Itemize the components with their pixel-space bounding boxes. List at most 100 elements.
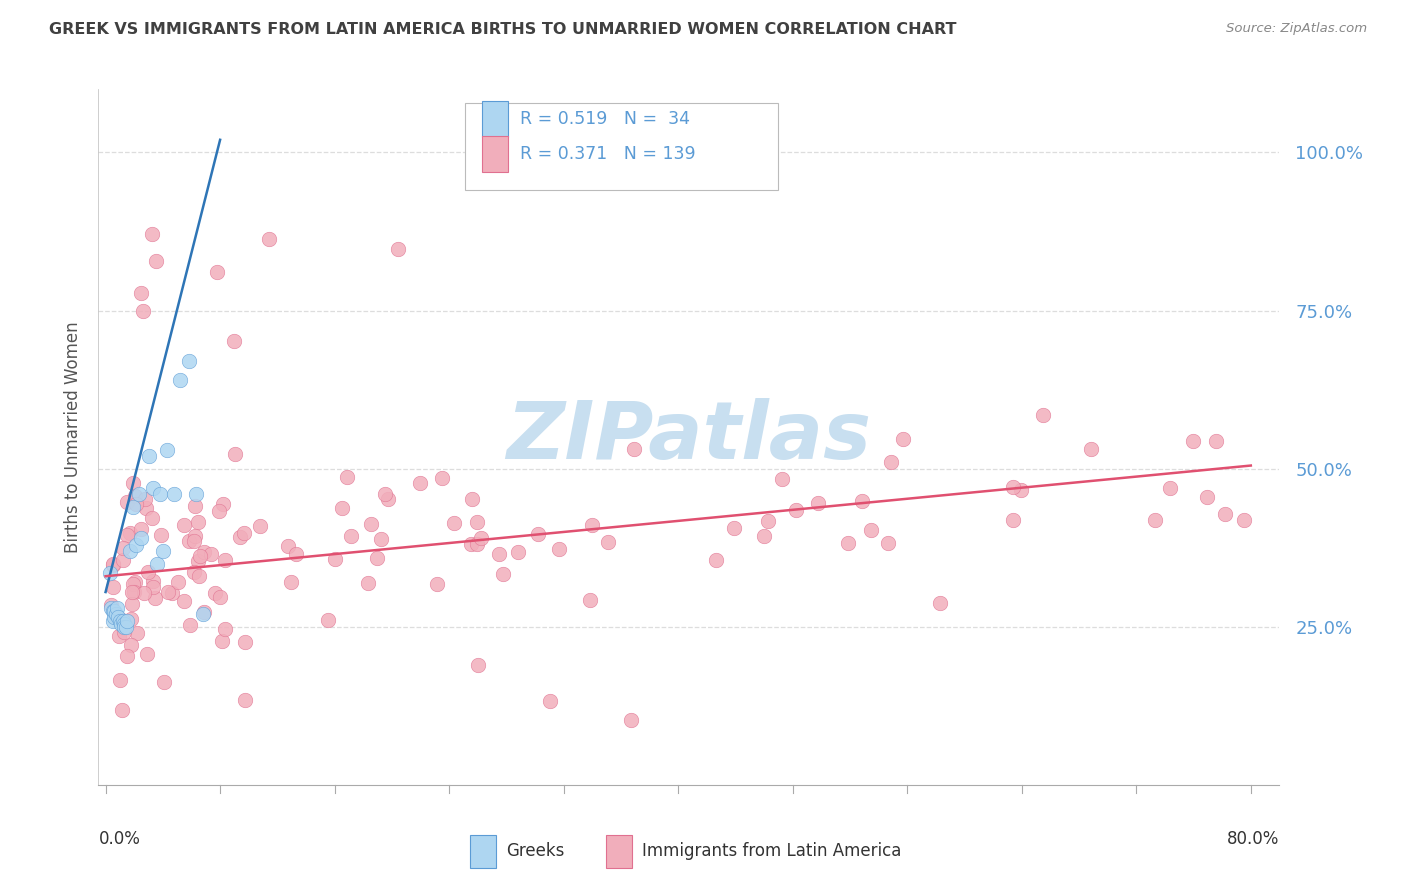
Point: [143, 591, 166, 606]
Point: [340, 529, 363, 543]
Point: [184, 528, 207, 542]
Point: [579, 593, 602, 607]
Point: [138, 449, 160, 463]
Point: [1195, 490, 1218, 504]
Point: [465, 537, 488, 551]
Point: [1233, 513, 1256, 527]
Point: [111, 703, 134, 717]
FancyBboxPatch shape: [471, 835, 496, 869]
Point: [807, 496, 830, 510]
Text: 0.0%: 0.0%: [98, 830, 141, 848]
Point: [229, 530, 252, 544]
Point: [280, 574, 302, 589]
Point: [173, 594, 195, 608]
Point: [467, 658, 489, 673]
Point: [111, 614, 134, 628]
Point: [752, 529, 775, 543]
Point: [121, 576, 143, 591]
Point: [704, 553, 727, 567]
Point: [204, 586, 226, 600]
Point: [141, 511, 163, 525]
Point: [211, 497, 233, 511]
Point: [112, 624, 135, 639]
Point: [336, 469, 359, 483]
Point: [187, 554, 209, 568]
Point: [146, 557, 169, 571]
FancyBboxPatch shape: [482, 101, 508, 137]
Point: [115, 649, 138, 664]
Point: [135, 501, 157, 516]
Point: [770, 472, 793, 486]
Point: [134, 491, 156, 506]
Point: [506, 545, 529, 559]
Point: [257, 232, 280, 246]
Point: [114, 620, 136, 634]
Point: [177, 533, 200, 548]
Point: [169, 373, 191, 387]
Point: [103, 610, 125, 624]
Point: [118, 525, 141, 540]
Point: [1010, 483, 1032, 498]
Point: [285, 547, 308, 561]
Point: [142, 580, 165, 594]
Point: [121, 476, 143, 491]
Point: [224, 447, 246, 461]
Point: [128, 487, 150, 501]
Point: [370, 532, 392, 546]
Point: [527, 526, 550, 541]
Point: [426, 576, 449, 591]
Point: [124, 489, 146, 503]
Point: [110, 616, 132, 631]
Point: [104, 607, 127, 622]
Point: [232, 525, 254, 540]
Text: R = 0.371   N = 139: R = 0.371 N = 139: [520, 145, 696, 163]
Point: [183, 565, 205, 579]
Point: [465, 515, 488, 529]
Point: [928, 596, 950, 610]
Point: [409, 475, 432, 490]
Point: [112, 620, 135, 634]
Point: [111, 541, 134, 555]
Point: [581, 518, 603, 533]
Point: [121, 500, 143, 514]
Point: [104, 609, 127, 624]
Point: [125, 497, 148, 511]
Point: [103, 604, 125, 618]
Point: [222, 334, 245, 348]
Point: [121, 597, 143, 611]
Point: [191, 607, 214, 622]
Point: [141, 227, 163, 242]
Point: [129, 286, 152, 301]
Point: [277, 539, 299, 553]
Point: [891, 432, 914, 446]
Point: [1143, 512, 1166, 526]
Text: GREEK VS IMMIGRANTS FROM LATIN AMERICA BIRTHS TO UNMARRIED WOMEN CORRELATION CHA: GREEK VS IMMIGRANTS FROM LATIN AMERICA B…: [49, 22, 956, 37]
Point: [623, 442, 645, 456]
Point: [1159, 482, 1181, 496]
Point: [547, 542, 569, 557]
Point: [108, 614, 131, 628]
Point: [596, 534, 619, 549]
Point: [470, 531, 492, 545]
Point: [131, 531, 153, 545]
Point: [153, 674, 176, 689]
Text: Immigrants from Latin America: Immigrants from Latin America: [641, 842, 901, 860]
Point: [120, 612, 142, 626]
Point: [377, 492, 399, 507]
Point: [184, 500, 207, 514]
Point: [184, 487, 207, 501]
Point: [460, 537, 482, 551]
Point: [136, 565, 159, 579]
Point: [430, 471, 453, 485]
FancyBboxPatch shape: [606, 835, 633, 869]
Point: [233, 693, 256, 707]
Point: [103, 558, 125, 573]
Point: [1001, 480, 1024, 494]
Point: [366, 551, 388, 566]
Point: [108, 629, 131, 643]
Point: [179, 618, 201, 632]
Point: [1001, 513, 1024, 527]
Point: [851, 493, 873, 508]
Point: [859, 523, 882, 537]
Point: [356, 575, 378, 590]
